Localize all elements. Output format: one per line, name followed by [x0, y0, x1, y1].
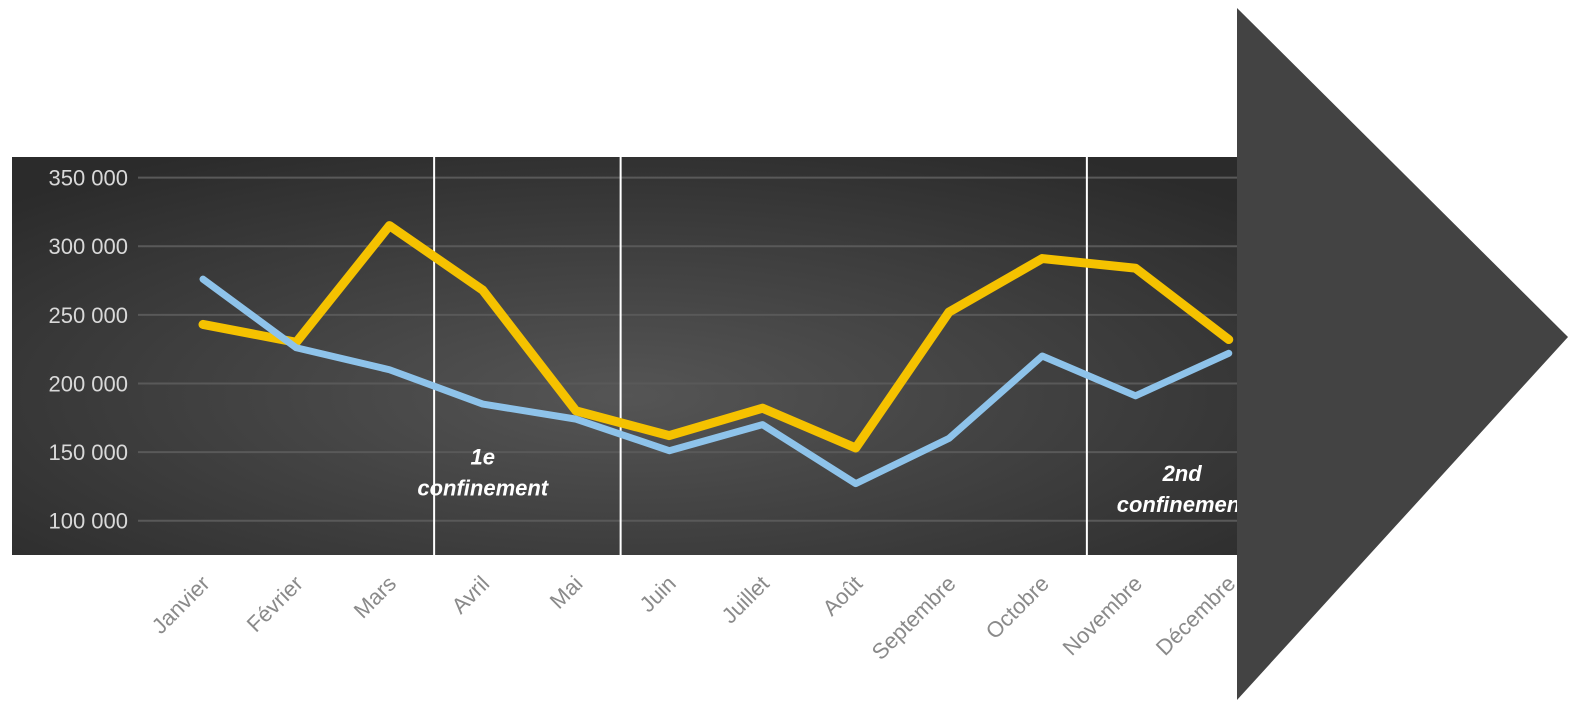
x-axis-ticks: Janvier Février Mars Avril Mai Juin Juillet Aoû… — [147, 571, 1241, 665]
y-tick-label: 200 000 — [48, 371, 128, 396]
x-tick-label: Avril — [447, 571, 495, 619]
y-tick-label: 250 000 — [48, 303, 128, 328]
x-tick-label: Février — [242, 571, 308, 637]
y-axis-ticks: 350 000 300 000 250 000 200 000 150 000 100 0… — [48, 166, 128, 534]
y-tick-label: 350 000 — [48, 166, 128, 191]
x-tick-label: Juin — [635, 571, 681, 617]
x-tick-label: Septembre — [867, 571, 961, 665]
x-tick-label: Décembre — [1151, 571, 1240, 660]
series-lines — [198, 221, 1234, 488]
y-tick-label: 100 000 — [48, 509, 128, 534]
series-line-1 — [198, 221, 1234, 453]
annotation-line: 2nd — [1162, 461, 1203, 486]
x-tick-label: Mars — [349, 571, 401, 623]
x-tick-label: Mai — [545, 571, 588, 614]
annotation-line: confinement — [417, 475, 549, 500]
x-tick-label: Juillet — [717, 571, 774, 628]
plot-area — [12, 157, 1240, 555]
series-line-2 — [199, 275, 1233, 488]
x-tick-label: Octobre — [981, 571, 1054, 644]
annotation-label: 1e confinement — [417, 444, 549, 500]
annotation-label: 2nd confinement — [1117, 461, 1249, 517]
x-tick-label: Août — [818, 571, 868, 621]
arrow-icon — [1237, 8, 1568, 700]
annotation-line: 1e — [471, 444, 495, 469]
annotations: 1e confinement 2nd confinement — [417, 444, 1249, 516]
annotation-line: confinement — [1117, 492, 1249, 517]
y-tick-label: 300 000 — [48, 234, 128, 259]
y-tick-label: 150 000 — [48, 440, 128, 465]
x-tick-label: Novembre — [1058, 571, 1147, 660]
x-tick-label: Janvier — [147, 571, 215, 639]
